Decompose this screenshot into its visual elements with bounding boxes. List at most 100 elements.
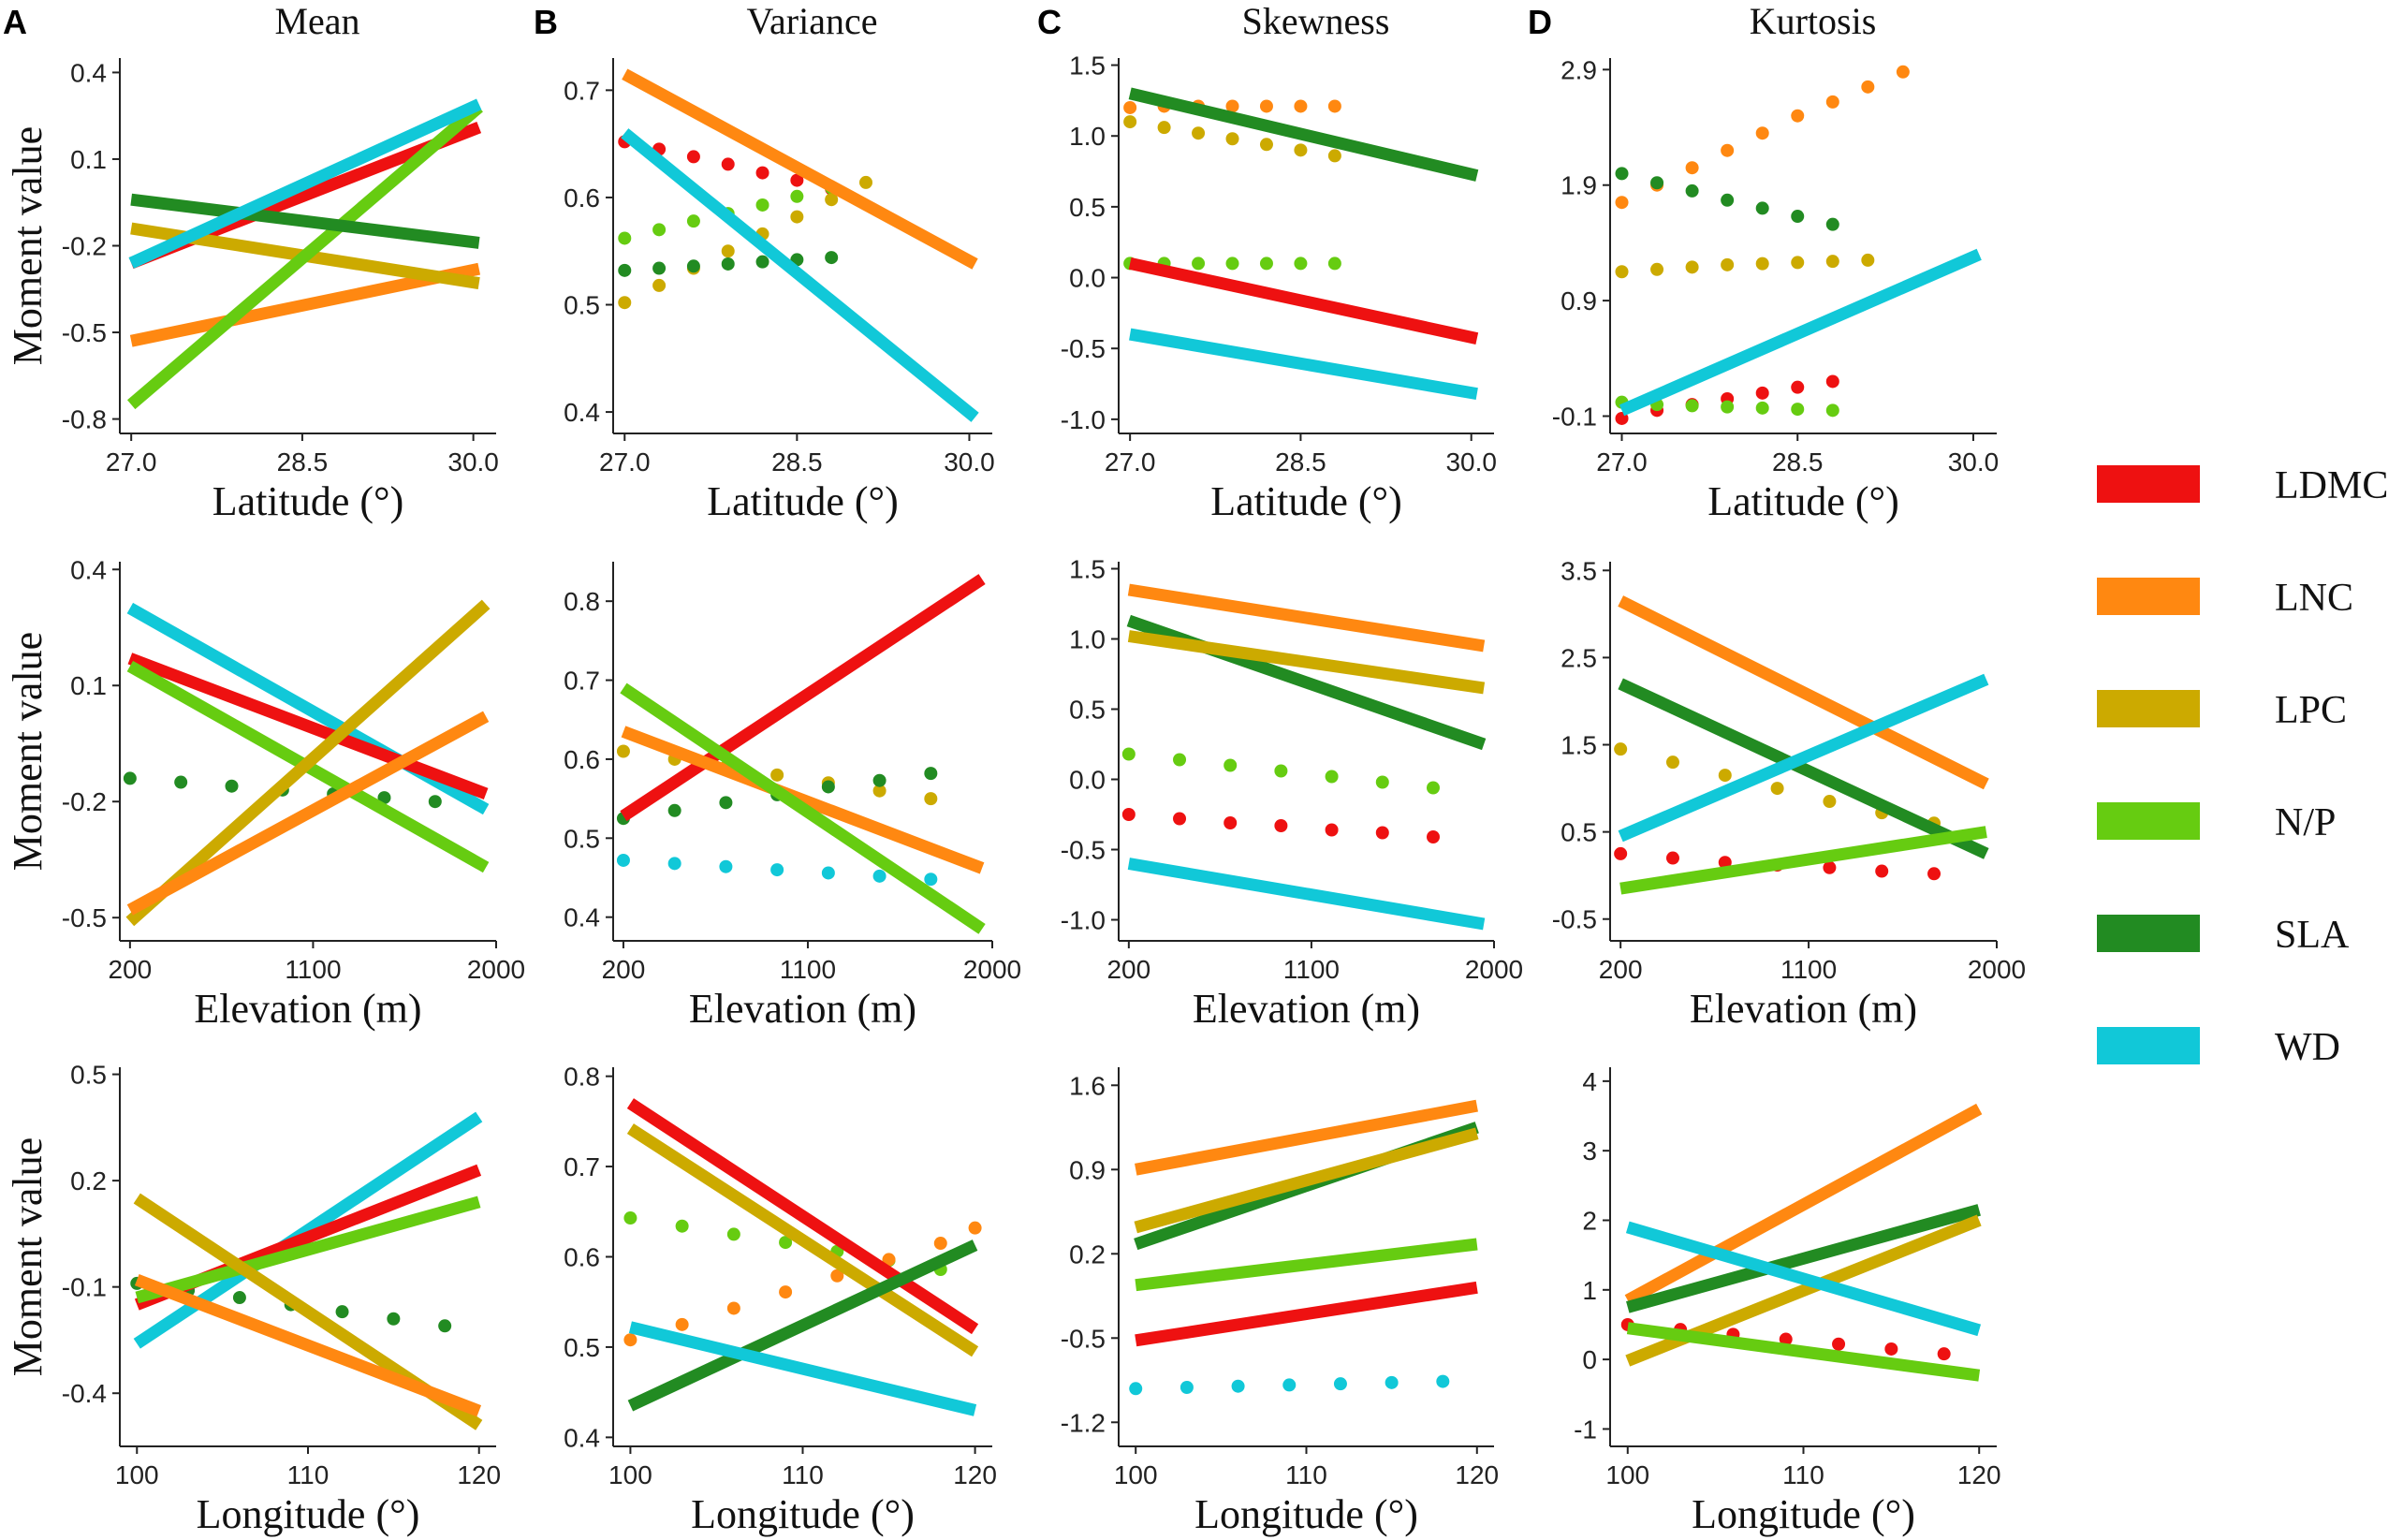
- panel-title: Variance: [747, 0, 878, 42]
- point-sla: [232, 1291, 246, 1305]
- y-tick-label: 0.9: [1560, 286, 1597, 315]
- x-axis-label: Longitude (°): [197, 1491, 420, 1537]
- y-tick-label: 0.1: [70, 671, 107, 700]
- legend-item-lpc: LPC: [2097, 689, 2347, 732]
- point-n-p: [755, 198, 769, 212]
- trend-line-lnc: [1135, 1099, 1478, 1176]
- point-sla: [225, 779, 239, 793]
- point-n-p: [618, 231, 632, 245]
- point-ldmc: [721, 157, 735, 171]
- legend-item-n-p: N/P: [2097, 801, 2336, 844]
- y-tick-label: 1.5: [1069, 555, 1106, 584]
- legend-label: LPC: [2275, 689, 2347, 732]
- point-lnc: [1123, 100, 1137, 114]
- legend-swatch: [2097, 1027, 2200, 1064]
- y-tick-label: 0.4: [564, 398, 600, 427]
- point-sla: [1755, 201, 1769, 215]
- x-tick-label: 27.0: [106, 447, 157, 477]
- trend-line-ldmc: [620, 574, 986, 822]
- y-tick-label: -1.0: [1061, 405, 1106, 434]
- y-tick-label: -0.5: [1061, 334, 1106, 363]
- x-axis-label: Latitude (°): [707, 478, 899, 524]
- point-lpc: [1861, 253, 1875, 267]
- panel-b3: 0.4 0.5 0.6 0.7 0.8 100 110 120 Longitude (°): [564, 1063, 997, 1537]
- trend-line-n-p: [135, 1195, 481, 1304]
- point-ldmc: [755, 166, 769, 180]
- legend-item-wd: WD: [2097, 1026, 2340, 1069]
- y-axis-label: Moment value: [5, 1137, 51, 1376]
- point-ldmc: [1825, 374, 1839, 389]
- y-tick-label: 1.5: [1560, 731, 1597, 760]
- trend-line-sla: [130, 193, 480, 249]
- panel-b1: 0.4 0.5 0.6 0.7 27.0 28.5 30.0 Latitude (°) Vari…: [534, 0, 995, 524]
- point-wd: [1385, 1375, 1399, 1389]
- point-n-p: [1791, 403, 1805, 417]
- panel-a1: -0.8 -0.5 -0.2 0.1 0.4 27.0 28.5 30.0 Latitude (…: [3, 0, 499, 524]
- y-tick-label: 0.7: [564, 76, 600, 105]
- point-lpc: [1791, 256, 1805, 270]
- trend-line-sla: [1128, 87, 1479, 182]
- y-tick-label: 0.6: [564, 183, 600, 213]
- legend-label: LDMC: [2275, 464, 2388, 507]
- trend-line-sla: [1618, 678, 1989, 859]
- point-n-p: [1274, 764, 1288, 778]
- point-n-p: [726, 1227, 740, 1241]
- x-axis-label: Elevation (m): [1690, 986, 1917, 1032]
- point-n-p: [1426, 781, 1440, 795]
- point-lnc: [779, 1285, 793, 1299]
- point-wd: [1436, 1374, 1450, 1388]
- point-lpc: [1614, 742, 1628, 756]
- point-n-p: [1225, 257, 1239, 271]
- point-sla: [686, 259, 700, 273]
- point-ldmc: [1823, 860, 1837, 874]
- legend-label: WD: [2275, 1026, 2340, 1069]
- point-lnc: [1825, 95, 1839, 109]
- trend-line-sla: [1626, 1204, 1981, 1313]
- point-n-p: [1721, 400, 1735, 414]
- trend-line-n-p: [126, 102, 483, 410]
- point-ldmc: [1875, 864, 1889, 878]
- legend-item-sla: SLA: [2097, 914, 2350, 957]
- point-ldmc: [1665, 851, 1679, 865]
- x-axis-label: Latitude (°): [1707, 478, 1899, 524]
- x-tick-label: 2000: [467, 955, 525, 984]
- point-lnc: [1225, 99, 1239, 113]
- x-tick-label: 30.0: [944, 447, 995, 477]
- x-tick-label: 1100: [1780, 955, 1837, 984]
- panel-title: Kurtosis: [1750, 0, 1877, 42]
- panel-title: Skewness: [1242, 0, 1390, 42]
- point-lpc: [1823, 795, 1837, 809]
- x-tick-label: 30.0: [447, 447, 499, 477]
- point-sla: [428, 795, 442, 809]
- trend-line-wd: [621, 128, 979, 422]
- point-lnc: [1896, 65, 1910, 79]
- trend-line-lpc: [125, 599, 491, 927]
- y-tick-label: 0.6: [564, 1243, 600, 1272]
- y-tick-label: -0.1: [1552, 402, 1597, 431]
- point-lpc: [1259, 138, 1273, 152]
- x-tick-label: 1100: [285, 955, 341, 984]
- point-wd: [1282, 1378, 1297, 1392]
- point-wd: [821, 866, 835, 880]
- point-n-p: [1259, 257, 1273, 271]
- point-n-p: [686, 214, 700, 228]
- y-tick-label: 1.0: [1069, 122, 1106, 151]
- point-lnc: [830, 1269, 844, 1283]
- point-sla: [652, 261, 667, 275]
- y-tick-label: -1.2: [1061, 1408, 1106, 1437]
- point-n-p: [1294, 257, 1308, 271]
- x-tick-label: 2000: [963, 955, 1021, 984]
- point-ldmc: [1274, 819, 1288, 832]
- point-lpc: [616, 744, 630, 758]
- y-tick-label: 0.4: [564, 1423, 600, 1452]
- trend-line-lnc: [1624, 1103, 1983, 1306]
- y-tick-label: 0.1: [70, 145, 107, 174]
- point-lnc: [1721, 143, 1735, 157]
- y-tick-label: 0.5: [564, 1333, 600, 1362]
- point-n-p: [623, 1211, 637, 1225]
- point-ldmc: [1832, 1337, 1846, 1351]
- point-lnc: [933, 1237, 947, 1251]
- point-sla: [387, 1312, 401, 1326]
- point-lpc: [1615, 265, 1629, 279]
- point-lnc: [623, 1333, 637, 1347]
